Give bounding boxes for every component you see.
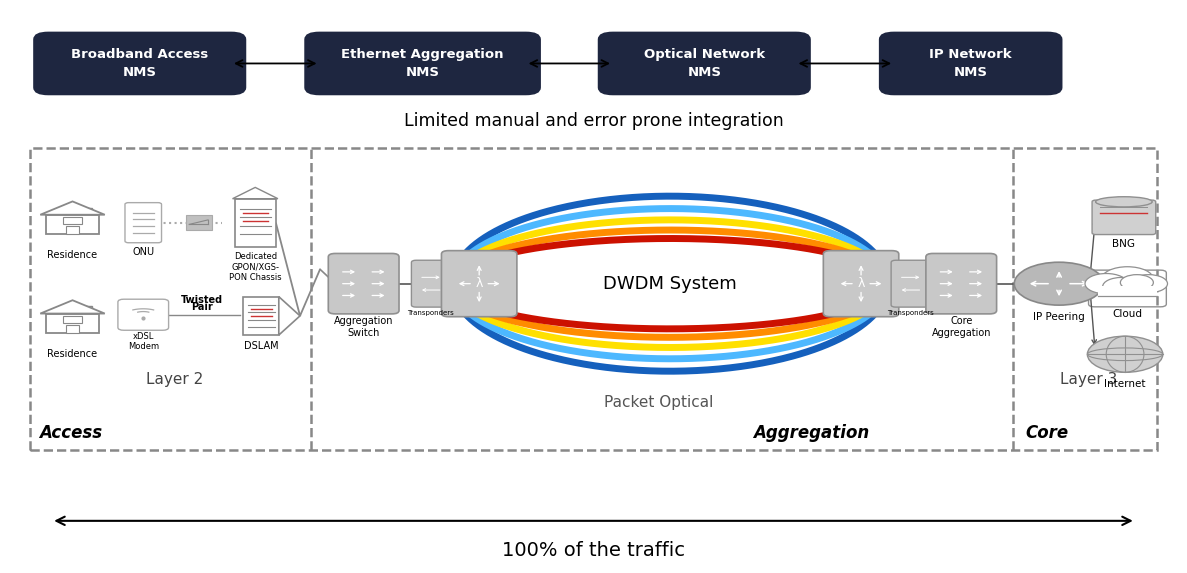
Ellipse shape	[1096, 197, 1153, 207]
FancyBboxPatch shape	[63, 316, 82, 323]
FancyBboxPatch shape	[85, 307, 91, 312]
Text: Transponders: Transponders	[887, 311, 934, 316]
Text: Layer 2: Layer 2	[146, 372, 204, 387]
FancyBboxPatch shape	[45, 215, 100, 234]
FancyBboxPatch shape	[65, 325, 80, 333]
FancyBboxPatch shape	[1092, 200, 1156, 234]
Circle shape	[1014, 262, 1104, 305]
Text: ONU: ONU	[132, 247, 154, 257]
Text: Packet Optical: Packet Optical	[604, 395, 713, 410]
Text: Broadband Access
NMS: Broadband Access NMS	[71, 48, 209, 79]
FancyBboxPatch shape	[243, 297, 279, 335]
FancyBboxPatch shape	[329, 253, 399, 314]
Text: IP Peering: IP Peering	[1033, 312, 1085, 322]
FancyBboxPatch shape	[34, 33, 246, 94]
Text: Limited manual and error prone integration: Limited manual and error prone integrati…	[404, 112, 783, 130]
Text: Residence: Residence	[47, 250, 97, 260]
Text: Core
Aggregation: Core Aggregation	[932, 316, 991, 337]
Text: Cloud: Cloud	[1112, 308, 1142, 319]
Circle shape	[1085, 273, 1128, 294]
FancyBboxPatch shape	[65, 226, 80, 234]
Text: Pair: Pair	[191, 302, 212, 312]
Polygon shape	[452, 250, 888, 317]
FancyBboxPatch shape	[598, 33, 810, 94]
Circle shape	[1102, 267, 1154, 292]
FancyBboxPatch shape	[235, 199, 275, 247]
Polygon shape	[40, 202, 104, 215]
Text: Optical Network
NMS: Optical Network NMS	[643, 48, 764, 79]
Text: Twisted: Twisted	[182, 295, 223, 305]
FancyBboxPatch shape	[880, 33, 1061, 94]
FancyBboxPatch shape	[926, 253, 997, 314]
Circle shape	[1087, 336, 1163, 372]
Text: xDSL
Modem: xDSL Modem	[128, 332, 159, 351]
Text: Core: Core	[1024, 424, 1068, 442]
Circle shape	[1130, 274, 1168, 293]
Text: Aggregation: Aggregation	[753, 424, 869, 442]
Text: Residence: Residence	[47, 348, 97, 359]
FancyBboxPatch shape	[412, 260, 450, 307]
Text: λ: λ	[476, 277, 483, 290]
Text: λ: λ	[857, 277, 865, 290]
FancyBboxPatch shape	[185, 215, 211, 230]
Circle shape	[1103, 277, 1141, 296]
FancyBboxPatch shape	[125, 203, 161, 243]
Text: DWDM System: DWDM System	[603, 274, 737, 293]
FancyBboxPatch shape	[891, 260, 929, 307]
FancyBboxPatch shape	[30, 148, 1157, 450]
FancyBboxPatch shape	[63, 217, 82, 224]
Text: DSLAM: DSLAM	[243, 341, 279, 351]
Text: Transponders: Transponders	[407, 311, 455, 316]
FancyBboxPatch shape	[1098, 286, 1157, 296]
Polygon shape	[233, 187, 278, 199]
FancyBboxPatch shape	[45, 313, 100, 333]
Text: BNG: BNG	[1112, 238, 1136, 249]
FancyBboxPatch shape	[85, 207, 91, 213]
FancyBboxPatch shape	[442, 250, 516, 317]
Circle shape	[1121, 274, 1154, 291]
Polygon shape	[40, 300, 104, 313]
Polygon shape	[279, 297, 300, 335]
Text: IP Network
NMS: IP Network NMS	[929, 48, 1013, 79]
FancyBboxPatch shape	[824, 250, 899, 317]
Text: Internet: Internet	[1104, 379, 1145, 389]
Text: Ethernet Aggregation
NMS: Ethernet Aggregation NMS	[342, 48, 503, 79]
FancyBboxPatch shape	[118, 299, 169, 330]
Text: Layer 3: Layer 3	[1060, 372, 1117, 387]
Text: Dedicated
GPON/XGS-
PON Chassis: Dedicated GPON/XGS- PON Chassis	[229, 252, 281, 282]
Text: 100% of the traffic: 100% of the traffic	[502, 540, 685, 560]
Text: Aggregation
Switch: Aggregation Switch	[334, 316, 393, 337]
FancyBboxPatch shape	[305, 33, 540, 94]
Text: Access: Access	[39, 424, 102, 442]
